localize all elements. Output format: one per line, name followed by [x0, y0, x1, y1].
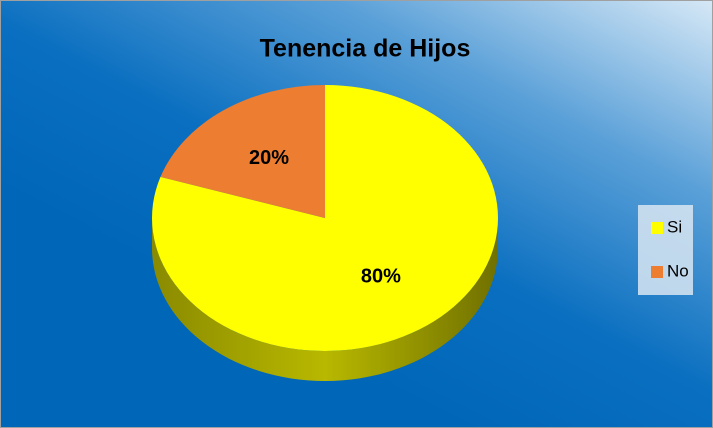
pie-side: [152, 218, 498, 381]
legend-swatch: [651, 222, 663, 234]
data-label: 80%: [361, 265, 401, 287]
legend-label: No: [667, 261, 689, 280]
data-label: 20%: [249, 147, 289, 169]
legend-label: Si: [667, 217, 682, 236]
legend-swatch: [651, 266, 663, 278]
legend-entries: Si No: [651, 217, 689, 280]
pie-slice: [160, 85, 325, 218]
legend: [638, 205, 693, 295]
chart-title: Tenencia de Hijos: [260, 35, 471, 63]
pie: 80% 20%: [151, 85, 498, 381]
